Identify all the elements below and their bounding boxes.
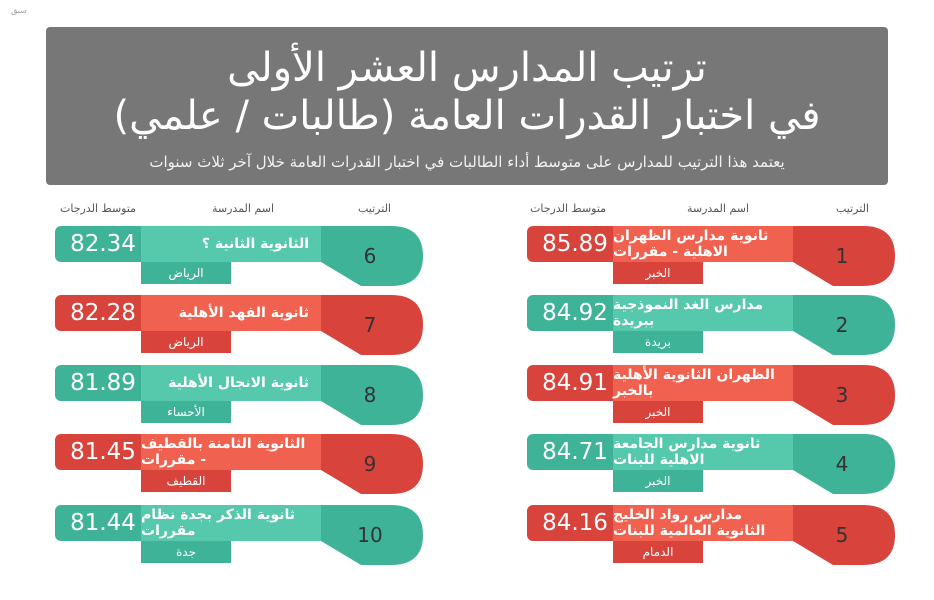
brand-logo: سبق — [11, 6, 27, 15]
school-name: الظهران الثانوية الأهلية بالخبر — [613, 365, 793, 401]
rank-ribbon — [793, 295, 895, 355]
city-label: الخبر — [613, 262, 703, 284]
city-label: الرياض — [141, 331, 231, 353]
page-subtitle-title: في اختبار القدرات العامة (طالبات / علمي) — [113, 93, 821, 139]
average-score: 84.16 — [527, 505, 623, 541]
school-name: ثانوية الانجال الأهلية — [141, 365, 321, 401]
school-name: مدارس رواد الخليج الثانوية العالمية للبن… — [613, 505, 793, 541]
school-name: ثانوية الفهد الأهلية — [141, 295, 321, 331]
rank-ribbon — [793, 226, 895, 286]
rank-ribbon — [321, 505, 423, 565]
header-banner: ترتيب المدارس العشر الأولى في اختبار الق… — [46, 27, 888, 185]
ranking-card: 85.89 ثانوية مدارس الظهران الاهلية - مقرر… — [527, 226, 895, 286]
ranking-card: 82.34 الثانوية الثانية ؟ الرياض 6 — [55, 226, 423, 286]
school-name: الثانوية الثامنة بالقطيف - مقررات — [141, 434, 321, 470]
rank-ribbon — [793, 505, 895, 565]
left-col-average-header: متوسط الدرجات — [60, 202, 137, 215]
average-score: 81.45 — [55, 434, 151, 470]
school-name: الثانوية الثانية ؟ — [141, 226, 321, 262]
rank-ribbon — [793, 365, 895, 425]
rank-ribbon — [321, 365, 423, 425]
city-label: الخبر — [613, 470, 703, 492]
city-label: الدمام — [613, 541, 703, 563]
rank-number: 6 — [363, 244, 377, 268]
left-col-rank-header: الترتيب — [358, 202, 391, 215]
city-label: بريدة — [613, 331, 703, 353]
city-label: الأحساء — [141, 401, 231, 423]
school-name: مدارس الغد النموذجية ببريدة — [613, 295, 793, 331]
average-score: 81.44 — [55, 505, 151, 541]
rank-number: 4 — [835, 452, 849, 476]
right-col-average-header: متوسط الدرجات — [530, 202, 607, 215]
ranking-card: 82.28 ثانوية الفهد الأهلية الرياض 7 — [55, 295, 423, 355]
rank-ribbon — [321, 295, 423, 355]
average-score: 84.71 — [527, 434, 623, 470]
rank-number: 3 — [835, 383, 849, 407]
rank-ribbon — [321, 226, 423, 286]
rank-ribbon — [321, 434, 423, 494]
rank-number: 9 — [363, 452, 377, 476]
ranking-card: 81.44 ثانوية الذكر بجدة نظام مقررات جدة 10 — [55, 505, 423, 565]
average-score: 82.28 — [55, 295, 151, 331]
ranking-card: 81.89 ثانوية الانجال الأهلية الأحساء 8 — [55, 365, 423, 425]
rank-number: 7 — [363, 313, 377, 337]
average-score: 84.91 — [527, 365, 623, 401]
rank-number: 5 — [835, 523, 849, 547]
city-label: جدة — [141, 541, 231, 563]
right-col-school-header: اسم المدرسة — [687, 202, 750, 215]
rank-number: 8 — [363, 383, 377, 407]
page-title: ترتيب المدارس العشر الأولى — [227, 45, 707, 91]
average-score: 85.89 — [527, 226, 623, 262]
rank-number: 2 — [835, 313, 849, 337]
average-score: 81.89 — [55, 365, 151, 401]
ranking-card: 84.91 الظهران الثانوية الأهلية بالخبر الخب… — [527, 365, 895, 425]
school-name: ثانوية مدارس الجامعة الاهلية للبنات — [613, 434, 793, 470]
city-label: القطيف — [141, 470, 231, 492]
city-label: الخبر — [613, 401, 703, 423]
rank-number: 10 — [357, 523, 383, 547]
left-col-school-header: اسم المدرسة — [212, 202, 275, 215]
school-name: ثانوية مدارس الظهران الاهلية - مقررات — [613, 226, 793, 262]
ranking-card: 84.16 مدارس رواد الخليج الثانوية العالمية… — [527, 505, 895, 565]
average-score: 84.92 — [527, 295, 623, 331]
rank-ribbon — [793, 434, 895, 494]
average-score: 82.34 — [55, 226, 151, 262]
ranking-card: 81.45 الثانوية الثامنة بالقطيف - مقررات ال… — [55, 434, 423, 494]
right-col-rank-header: الترتيب — [836, 202, 869, 215]
rank-number: 1 — [835, 244, 849, 268]
ranking-card: 84.71 ثانوية مدارس الجامعة الاهلية للبنات… — [527, 434, 895, 494]
school-name: ثانوية الذكر بجدة نظام مقررات — [141, 505, 321, 541]
city-label: الرياض — [141, 262, 231, 284]
description-text: يعتمد هذا الترتيب للمدارس على متوسط أداء… — [149, 153, 785, 171]
ranking-card: 84.92 مدارس الغد النموذجية ببريدة بريدة 2 — [527, 295, 895, 355]
